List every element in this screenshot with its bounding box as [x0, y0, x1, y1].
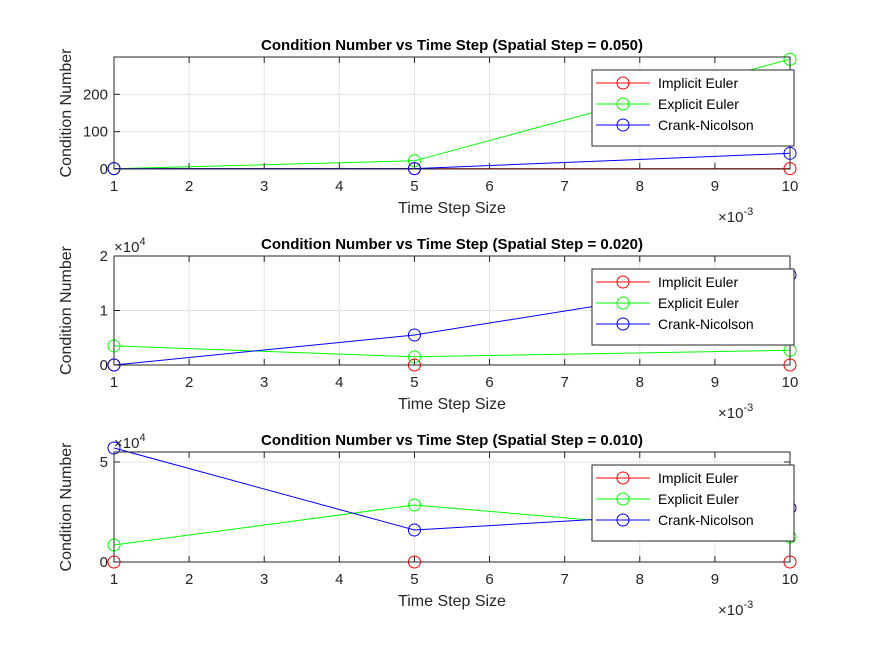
legend-marker-circle — [616, 275, 630, 289]
y-axis-exponent: ×104 — [114, 432, 146, 452]
legend: Implicit Euler Explicit Euler Crank-Nico… — [591, 464, 795, 542]
x-tick-label: 9 — [711, 178, 719, 195]
y-tick-label: 0 — [100, 357, 108, 374]
legend-label: Explicit Euler — [658, 295, 739, 311]
x-tick-label: 10 — [782, 571, 799, 588]
x-axis-label: Time Step Size — [398, 593, 506, 610]
legend-label: Implicit Euler — [658, 75, 738, 91]
legend-marker-circle — [616, 513, 630, 527]
x-tick-label: 2 — [185, 571, 193, 588]
x-tick-label: 3 — [260, 571, 268, 588]
x-tick-label: 7 — [560, 374, 568, 391]
legend-label: Implicit Euler — [658, 470, 738, 486]
legend-label: Crank-Nicolson — [658, 512, 754, 528]
data-point-crank-nicolson — [407, 328, 421, 342]
x-axis-exponent: ×10-3 — [718, 402, 753, 422]
legend-entry-explicit-euler: Explicit Euler — [596, 295, 739, 311]
y-tick-label: 0 — [100, 161, 108, 178]
x-tick-label: 6 — [485, 178, 493, 195]
y-axis-label: Condition Number — [58, 245, 75, 375]
legend-entry-implicit-euler: Implicit Euler — [596, 470, 738, 486]
y-tick-label: 0 — [100, 554, 108, 571]
x-tick-label: 3 — [260, 178, 268, 195]
x-tick-label: 10 — [782, 178, 799, 195]
x-axis-exponent: ×10-3 — [718, 206, 753, 226]
x-tick-label: 1 — [110, 374, 118, 391]
x-tick-label: 5 — [410, 571, 418, 588]
x-tick-label: 8 — [636, 178, 644, 195]
legend-marker-circle — [616, 76, 630, 90]
x-tick-label: 1 — [110, 571, 118, 588]
x-tick-label: 6 — [485, 571, 493, 588]
legend-entry-explicit-euler: Explicit Euler — [596, 96, 739, 112]
x-axis-label: Time Step Size — [398, 200, 506, 217]
chart-title: Condition Number vs Time Step (Spatial S… — [261, 432, 643, 449]
x-axis-exponent: ×10-3 — [718, 599, 753, 619]
x-tick-label: 1 — [110, 178, 118, 195]
x-axis-label: Time Step Size — [398, 396, 506, 413]
legend: Implicit Euler Explicit Euler Crank-Nico… — [591, 268, 795, 346]
x-tick-label: 7 — [560, 571, 568, 588]
series-line-explicit-euler — [113, 345, 791, 358]
legend-entry-implicit-euler: Implicit Euler — [596, 75, 738, 91]
x-tick-label: 4 — [335, 374, 343, 391]
x-tick-label: 3 — [260, 374, 268, 391]
legend-label: Implicit Euler — [658, 274, 738, 290]
data-point-crank-nicolson — [407, 523, 421, 537]
legend-label: Crank-Nicolson — [658, 316, 754, 332]
legend-marker-circle — [616, 118, 630, 132]
x-tick-label: 10 — [782, 374, 799, 391]
y-tick-label: 1 — [100, 303, 108, 320]
x-tick-label: 5 — [410, 178, 418, 195]
y-axis-label: Condition Number — [58, 442, 75, 572]
legend-entry-implicit-euler: Implicit Euler — [596, 274, 738, 290]
x-tick-label: 7 — [560, 178, 568, 195]
subplot-spatial-step-0010: 1 2 3 4 5 6 7 8 9 10 0 5 Condition Number vs Time S… — [58, 432, 798, 619]
x-tick-label: 2 — [185, 374, 193, 391]
y-axis-label: Condition Number — [58, 48, 75, 178]
y-tick-label: 2 — [100, 248, 108, 265]
legend-label: Crank-Nicolson — [658, 117, 754, 133]
legend-marker-circle — [616, 97, 630, 111]
x-tick-label: 9 — [711, 374, 719, 391]
legend-entry-crank-nicolson: Crank-Nicolson — [596, 512, 754, 528]
x-tick-label: 8 — [636, 374, 644, 391]
legend-marker-circle — [616, 471, 630, 485]
chart-title: Condition Number vs Time Step (Spatial S… — [261, 236, 643, 253]
legend-entry-crank-nicolson: Crank-Nicolson — [596, 316, 754, 332]
y-tick-label: 5 — [100, 454, 108, 471]
chart-title: Condition Number vs Time Step (Spatial S… — [261, 37, 643, 54]
x-tick-label: 4 — [335, 178, 343, 195]
legend-label: Explicit Euler — [658, 491, 739, 507]
legend-marker-circle — [616, 296, 630, 310]
x-tick-label: 2 — [185, 178, 193, 195]
x-tick-label: 9 — [711, 571, 719, 588]
legend: Implicit Euler Explicit Euler Crank-Nico… — [591, 69, 795, 147]
data-point-explicit-euler — [407, 498, 421, 512]
legend-entry-explicit-euler: Explicit Euler — [596, 491, 739, 507]
x-tick-label: 4 — [335, 571, 343, 588]
x-tick-label: 8 — [636, 571, 644, 588]
y-tick-label: 100 — [83, 124, 108, 141]
legend-label: Explicit Euler — [658, 96, 739, 112]
y-axis-exponent: ×104 — [114, 236, 146, 256]
legend-marker-circle — [616, 317, 630, 331]
x-tick-label: 5 — [410, 374, 418, 391]
x-tick-label: 6 — [485, 374, 493, 391]
legend-marker-circle — [616, 492, 630, 506]
y-tick-label: 200 — [83, 86, 108, 103]
legend-entry-crank-nicolson: Crank-Nicolson — [596, 117, 754, 133]
